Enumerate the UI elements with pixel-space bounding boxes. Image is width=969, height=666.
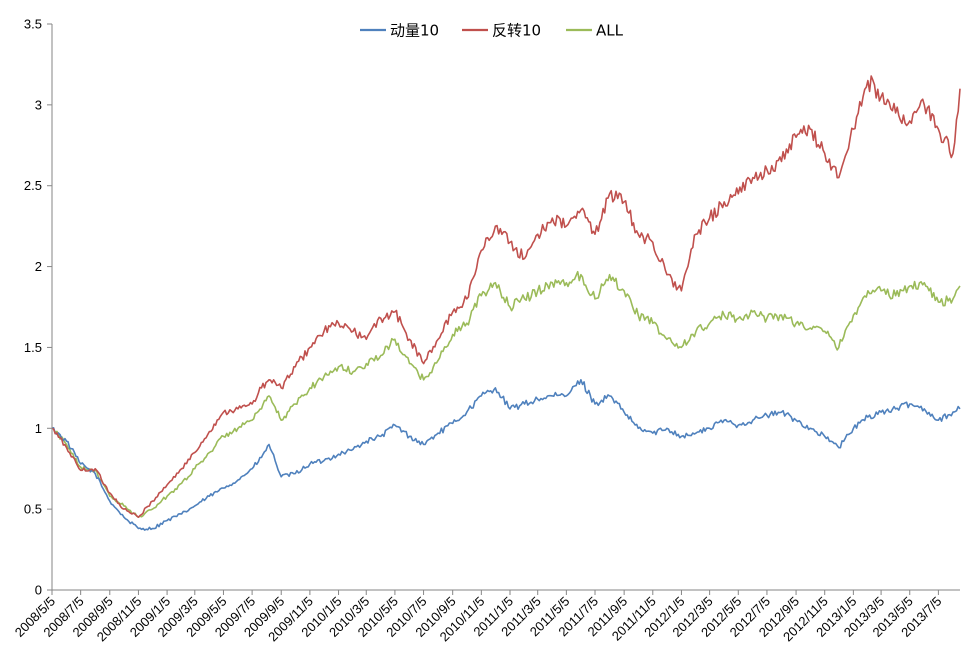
y-tick-label: 3 [35,97,42,112]
legend-label: 反转10 [492,22,541,40]
series-line-2 [51,75,961,518]
y-tick-label: 3.5 [24,17,42,32]
x-ticks: 2008/5/52008/7/52008/9/52008/11/52009/1/… [12,590,945,644]
axes [51,24,960,591]
y-tick-label: 2.5 [24,178,42,193]
y-tick-label: 1.5 [24,340,42,355]
y-tick-label: 2 [35,259,42,274]
legend-label: 动量10 [390,22,439,40]
legend: 动量10 反转10 ALL [360,22,624,40]
y-tick-label: 0 [35,583,42,598]
legend-label: ALL [596,22,624,40]
series-line-1 [51,379,961,531]
y-tick-label: 0.5 [24,502,42,517]
series-line-3 [51,270,961,518]
y-tick-label: 1 [35,421,42,436]
series-layer [51,75,961,531]
y-ticks: 0 0.5 1 1.5 2 2.5 3 3.5 [24,17,52,598]
